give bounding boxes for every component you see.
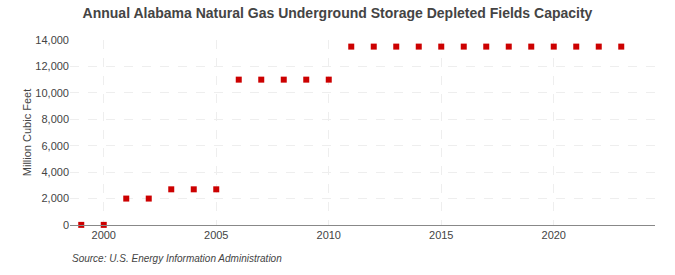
svg-text:2015: 2015	[429, 229, 453, 241]
svg-text:6,000: 6,000	[41, 140, 69, 152]
svg-text:2000: 2000	[92, 229, 116, 241]
svg-text:2005: 2005	[204, 229, 228, 241]
svg-text:2,000: 2,000	[41, 192, 69, 204]
svg-text:Million Cubic Feet: Million Cubic Feet	[21, 89, 33, 176]
svg-text:12,000: 12,000	[35, 60, 69, 72]
svg-text:0: 0	[63, 219, 69, 231]
svg-text:8,000: 8,000	[41, 113, 69, 125]
svg-text:2020: 2020	[542, 229, 566, 241]
svg-text:Source: U.S. Energy Informatio: Source: U.S. Energy Information Administ…	[72, 253, 282, 264]
svg-text:10,000: 10,000	[35, 87, 69, 99]
svg-text:14,000: 14,000	[35, 34, 69, 46]
svg-text:4,000: 4,000	[41, 166, 69, 178]
svg-text:Annual Alabama Natural Gas Und: Annual Alabama Natural Gas Underground S…	[83, 5, 593, 21]
svg-text:2010: 2010	[317, 229, 341, 241]
